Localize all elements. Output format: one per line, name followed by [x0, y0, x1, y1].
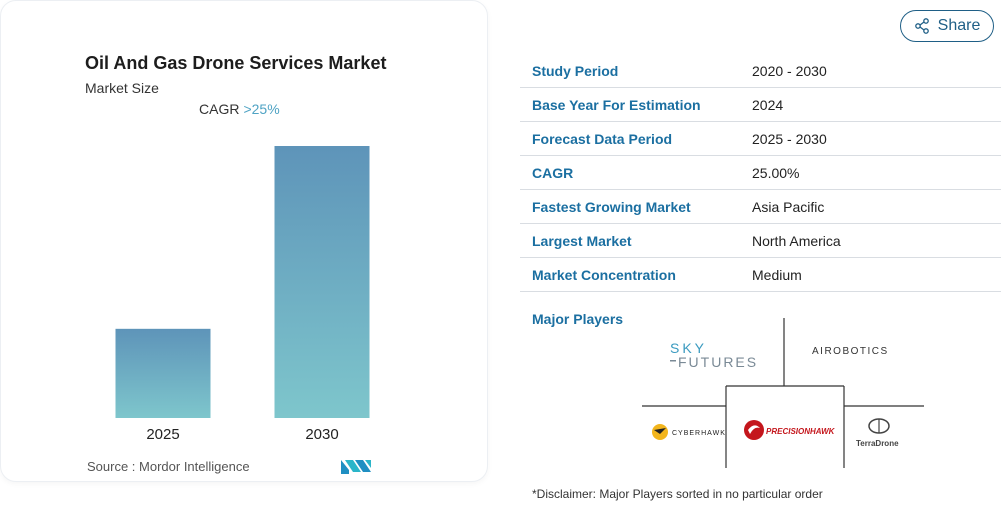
sky-futures-logo: SKY FUTURES [670, 340, 758, 370]
disclaimer: *Disclaimer: Major Players sorted in no … [532, 487, 823, 501]
major-players-label: Major Players [532, 311, 624, 327]
sky-futures-line1: SKY [670, 340, 707, 356]
sky-futures-line2: FUTURES [678, 354, 758, 370]
row-label: Market Concentration [532, 266, 676, 283]
row-value: 2025 - 2030 [752, 130, 827, 147]
row-label: Forecast Data Period [532, 130, 673, 147]
cyberhawk-text: CYBERHAWK [672, 430, 726, 437]
row-value: 25.00% [752, 164, 800, 181]
row-value: Medium [752, 266, 802, 283]
cyberhawk-logo: CYBERHAWK [652, 424, 726, 440]
mordor-intelligence-logo [341, 460, 371, 474]
market-snapshot-table: Study Period 2020 - 2030 Base Year For E… [520, 54, 1001, 292]
row-label: Study Period [532, 62, 619, 79]
row-label: Largest Market [532, 232, 632, 249]
table-row: Fastest Growing Market Asia Pacific [520, 190, 1001, 224]
row-value: 2024 [752, 96, 784, 113]
table-row: Forecast Data Period 2025 - 2030 [520, 122, 1001, 156]
terradrone-text: TerraDrone [856, 439, 899, 448]
terradrone-logo: TerraDrone [856, 418, 899, 448]
table-row: Base Year For Estimation 2024 [520, 88, 1001, 122]
cagr-annotation: CAGR >25% [199, 101, 280, 117]
row-label: Base Year For Estimation [532, 96, 701, 113]
share-button[interactable]: Share [900, 10, 994, 42]
table-row: CAGR 25.00% [520, 156, 1001, 190]
x-tick-label: 2030 [305, 426, 338, 443]
precisionhawk-text: PRECISIONHAWK [766, 427, 836, 436]
bar-chart: 2025 2030 [115, 146, 370, 443]
chart-title: Oil And Gas Drone Services Market [85, 53, 387, 73]
market-size-card: Oil And Gas Drone Services Market Market… [0, 0, 488, 482]
chart-subtitle: Market Size [85, 80, 159, 96]
airobotics-logo: AIROBOTICS [812, 346, 889, 357]
row-label: CAGR [532, 164, 574, 181]
x-tick-label: 2025 [146, 426, 179, 443]
row-value: 2020 - 2030 [752, 62, 827, 79]
bar-2030 [274, 146, 370, 418]
source-note: Source : Mordor Intelligence [87, 459, 250, 474]
bar-2025 [115, 328, 211, 418]
share-icon [914, 18, 929, 34]
share-label: Share [937, 17, 981, 34]
cagr-value: >25% [243, 101, 280, 117]
table-row: Largest Market North America [520, 224, 1001, 258]
row-label: Fastest Growing Market [532, 198, 691, 215]
cagr-label: CAGR [199, 101, 240, 117]
table-row: Market Concentration Medium [520, 258, 1001, 292]
precisionhawk-logo: PRECISIONHAWK [744, 420, 836, 440]
major-players-diagram: SKY FUTURES AIROBOTICS CYBERHAWK PRECISI… [642, 318, 924, 468]
table-row: Study Period 2020 - 2030 [520, 54, 1001, 88]
row-value: North America [752, 232, 841, 249]
row-value: Asia Pacific [752, 198, 825, 215]
